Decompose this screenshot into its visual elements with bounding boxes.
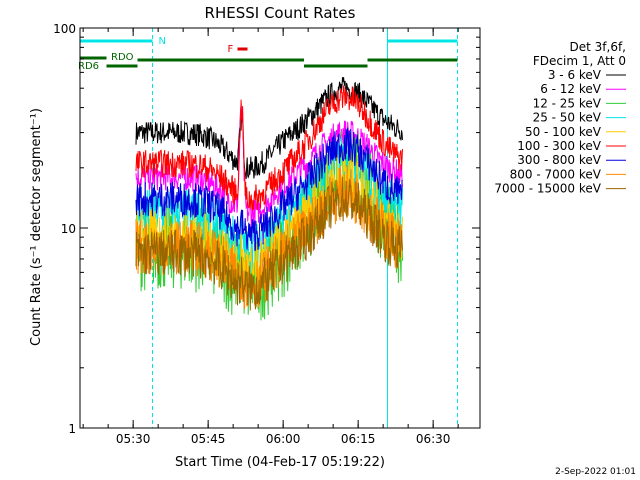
y-tick-label: 1 [68,422,76,436]
legend-label-7: 800 - 7000 keV [510,167,602,181]
legend-label-1: 6 - 12 keV [540,82,602,96]
legend-label-3: 25 - 50 keV [533,111,602,125]
legend-label-2: 12 - 25 keV [533,96,602,110]
flag-label-rdo: RDO [111,52,134,63]
legend-header-line-2: FDecim 1, Att 0 [533,54,626,68]
footer-date: 2-Sep-2022 01:01 [555,467,636,477]
series-line-5 [135,85,403,211]
series-line-6 [135,127,403,252]
x-tick-label: 06:15 [341,432,376,446]
x-tick-label: 05:30 [116,432,151,446]
legend-label-4: 50 - 100 keV [525,125,602,139]
legend-header-line-1: Det 3f,6f, [570,40,627,54]
legend-label-0: 3 - 6 keV [548,68,602,82]
legend-label-6: 300 - 800 keV [517,153,601,167]
y-tick-label: 100 [53,22,76,36]
y-tick-label: 10 [61,222,76,236]
series-line-8 [135,176,403,311]
x-tick-label: 06:00 [266,432,301,446]
x-tick-label: 05:45 [191,432,226,446]
interval-label-n: N [159,36,166,47]
y-axis-label: Count Rate (s⁻¹ detector segment⁻¹) [29,108,44,346]
x-tick-label: 06:30 [416,432,451,446]
legend-label-8: 7000 - 15000 keV [494,182,601,196]
series-line-1 [135,103,403,227]
legend-label-5: 100 - 300 keV [517,139,601,153]
chart-title: RHESSI Count Rates [205,4,356,22]
flag-label-rd6: RD6 [78,61,99,72]
x-axis-label: Start Time (04-Feb-17 05:19:22) [175,455,385,470]
series-line-0 [135,77,403,179]
flag-label-f: F [228,44,234,55]
